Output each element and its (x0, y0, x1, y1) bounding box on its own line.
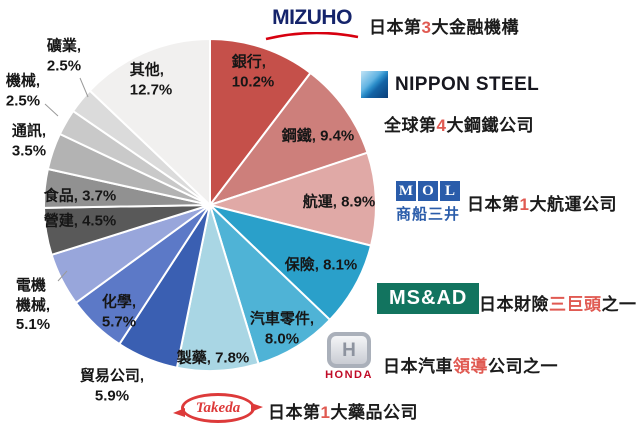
takeda-oval-icon: Takeda (173, 393, 263, 423)
desc-text: 公司之一 (488, 357, 558, 376)
takeda-description: 日本第1大藥品公司 (268, 398, 418, 423)
mizuho-wordmark: MIZUHO (272, 6, 352, 29)
mol-letter-m: M (396, 181, 416, 201)
pie-slice-shipping (209, 151, 378, 247)
takeda-wordmark: Takeda (195, 399, 241, 416)
desc-highlight: 三巨頭 (549, 295, 602, 314)
nippon-steel-icon (361, 71, 388, 98)
mol-logo: M O L 商船三井 (392, 181, 464, 224)
desc-text: 大鋼鐵公司 (446, 116, 534, 135)
honda-h-icon: H (327, 332, 371, 368)
honda-wordmark: HONDA (325, 369, 373, 381)
desc-highlight: 4 (436, 116, 447, 135)
pie-slice-other (88, 38, 211, 206)
nippon-steel-logo: NIPPON STEEL (361, 71, 539, 98)
desc-highlight: 領導 (453, 357, 488, 376)
leader-line-machinery (44, 103, 59, 117)
desc-text: 日本財險 (479, 295, 549, 314)
leader-line-electric-machinery (57, 270, 68, 282)
desc-text: 大航運公司 (529, 195, 617, 214)
mizuho-description: 日本第3大金融機構 (369, 13, 519, 38)
desc-highlight: 1 (519, 195, 530, 214)
desc-text: 大金融機構 (431, 18, 519, 37)
mol-letter-l: L (440, 181, 460, 201)
mizuho-swoosh-icon (265, 31, 359, 41)
desc-text: 日本汽車 (383, 357, 453, 376)
msad-logo: MS&AD (377, 283, 480, 314)
desc-text: 之一 (601, 295, 637, 314)
mol-letter-boxes: M O L (392, 181, 464, 201)
pie-slice-steel (209, 71, 369, 206)
honda-logo: H HONDA (323, 332, 375, 381)
desc-text: 日本第 (268, 403, 321, 422)
mol-description: 日本第1大航運公司 (467, 190, 617, 215)
pie-slice-bank (209, 38, 312, 206)
takeda-logo: Takeda (173, 393, 263, 423)
desc-text: 全球第 (384, 116, 437, 135)
mol-japanese-name: 商船三井 (395, 206, 460, 223)
honda-description: 日本汽車領導公司之一 (383, 352, 558, 377)
desc-text: 日本第 (369, 18, 422, 37)
mol-letter-o: O (418, 181, 438, 201)
desc-text: 大藥品公司 (330, 403, 418, 422)
desc-highlight: 1 (320, 403, 331, 422)
msad-description: 日本財險三巨頭之一 (479, 290, 637, 315)
desc-highlight: 3 (421, 18, 432, 37)
leader-line-mining (79, 77, 89, 98)
mizuho-logo: MIZUHO (262, 7, 362, 46)
nippon-steel-wordmark: NIPPON STEEL (395, 73, 540, 95)
nippon-steel-description: 全球第4大鋼鐵公司 (384, 111, 534, 136)
desc-text: 日本第 (467, 195, 520, 214)
leader-lines (44, 77, 89, 282)
